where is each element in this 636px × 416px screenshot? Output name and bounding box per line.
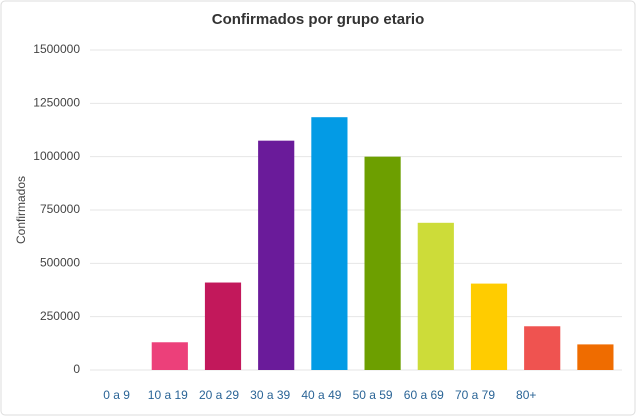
- bar: [417, 222, 454, 370]
- y-tick-label: 0: [73, 362, 80, 376]
- chart-title: Confirmados por grupo etario: [212, 11, 425, 28]
- y-tick-label: 500000: [40, 256, 80, 270]
- bar: [311, 117, 348, 370]
- y-tick-label: 1000000: [33, 149, 80, 163]
- y-tick-label: 250000: [40, 309, 80, 323]
- x-tick-label: 20 a 29: [199, 388, 239, 402]
- x-tick-label: 10 a 19: [148, 388, 188, 402]
- bar: [364, 156, 401, 370]
- x-tick-label: 50 a 59: [353, 388, 393, 402]
- x-tick-label: 40 a 49: [301, 388, 341, 402]
- x-tick-label: 80+: [516, 388, 536, 402]
- y-tick-label: 1250000: [33, 96, 80, 110]
- x-tick-label: 70 a 79: [455, 388, 495, 402]
- y-tick-label: 1500000: [33, 42, 80, 56]
- bar: [577, 344, 614, 370]
- bar: [524, 326, 561, 370]
- x-tick-label: 60 a 69: [404, 388, 444, 402]
- bar: [204, 282, 242, 370]
- x-tick-label: 0 a 9: [103, 388, 130, 402]
- y-tick-label: 750000: [40, 202, 80, 216]
- bar: [151, 342, 188, 370]
- x-tick-label: 30 a 39: [250, 388, 290, 402]
- bar: [258, 140, 295, 370]
- bar: [470, 283, 508, 370]
- y-axis-label: Confirmados: [14, 176, 28, 244]
